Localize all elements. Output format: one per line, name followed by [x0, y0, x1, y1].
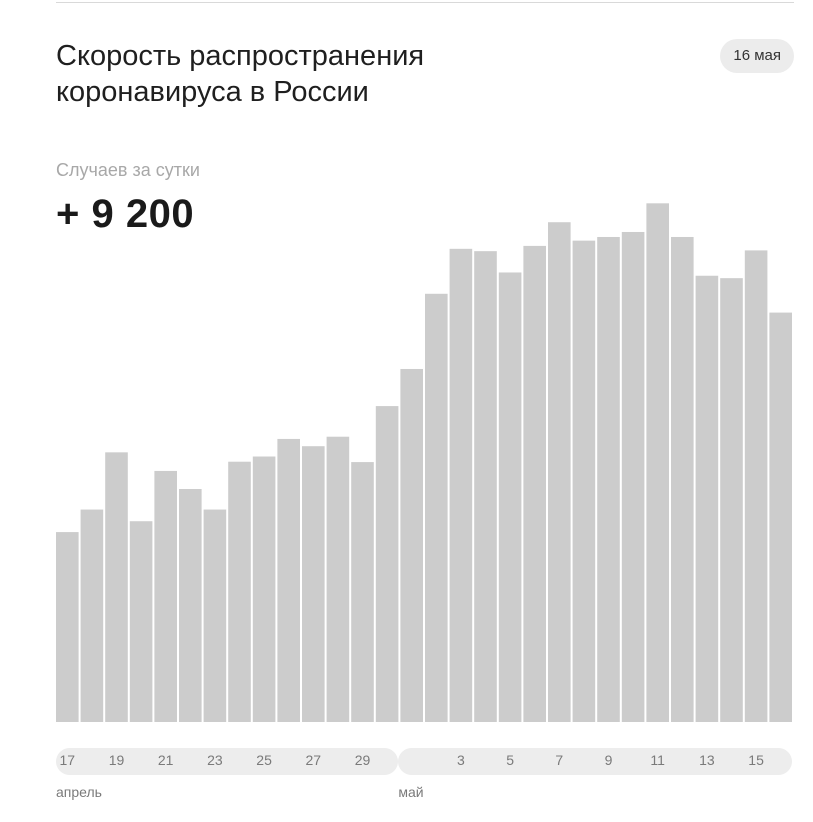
bar-апрель-27 [302, 446, 325, 722]
daily-cases-value: + 9 200 [56, 192, 195, 236]
bar-апрель-21 [154, 470, 177, 722]
x-tick-label: 9 [604, 752, 613, 768]
x-tick-label: 7 [555, 752, 564, 768]
month-label-1: май [398, 784, 424, 800]
bar-май-4 [474, 251, 497, 722]
bar-апрель-22 [179, 489, 202, 722]
x-tick-label: 13 [699, 752, 715, 768]
month-label-0: апрель [56, 784, 102, 800]
x-tick-label: 27 [305, 752, 322, 768]
bar-май-13 [695, 275, 719, 722]
x-tick-label: 15 [748, 752, 764, 768]
x-tick-label: 17 [59, 752, 76, 768]
bar-май-8 [572, 240, 596, 722]
bar-май-1 [400, 368, 423, 722]
x-tick-label: 19 [108, 752, 125, 768]
date-badge: 16 мая [720, 39, 794, 73]
bar-апрель-24 [228, 461, 251, 722]
bar-апрель-26 [277, 438, 300, 722]
bar-май-2 [425, 293, 448, 722]
bar-май-6 [523, 245, 546, 722]
chart-title: Скорость распространения коронавируса в … [56, 38, 616, 110]
bar-май-12 [671, 236, 694, 723]
x-tick-label: 29 [354, 752, 371, 768]
bar-май-3 [449, 248, 473, 722]
bar-апрель-20 [129, 521, 153, 722]
daily-cases-label: Случаев за сутки [56, 160, 200, 180]
bar-май-10 [621, 231, 645, 722]
month-band-0 [56, 748, 399, 775]
x-tick-label: 11 [650, 752, 665, 768]
x-tick-label: 23 [207, 752, 223, 768]
bar-апрель-29 [351, 462, 374, 722]
bar-май-9 [597, 236, 620, 723]
title-line-1: Скорость распространения [56, 40, 425, 72]
bar-май-14 [720, 278, 743, 722]
bar-апрель-28 [326, 436, 350, 722]
bar-май-5 [498, 272, 522, 722]
bar-май-7 [548, 222, 571, 722]
x-tick-label: 3 [456, 752, 465, 768]
title-line-2: коронавируса в России [56, 76, 369, 108]
bar-май-11 [646, 203, 669, 722]
x-tick-label: 5 [506, 752, 514, 768]
bar-апрель-25 [252, 456, 276, 722]
top-divider [56, 2, 794, 3]
bar-апрель-30 [375, 406, 399, 722]
bar-апрель-19 [105, 452, 128, 722]
bar-май-15 [744, 250, 768, 722]
x-tick-label: 25 [256, 752, 272, 768]
bar-апрель-23 [203, 509, 227, 722]
x-tick-label: 21 [157, 752, 174, 768]
bar-май-16 [769, 312, 792, 722]
bar-апрель-18 [80, 509, 104, 722]
bar-апрель-17 [56, 532, 79, 722]
month-band-1 [398, 748, 792, 775]
